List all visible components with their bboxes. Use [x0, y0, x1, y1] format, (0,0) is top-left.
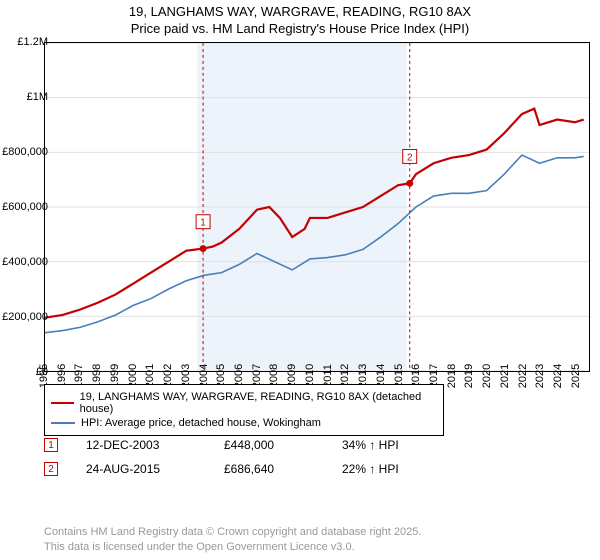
y-tick-label: £800,000 [2, 146, 48, 158]
y-tick-label: £600,000 [2, 201, 48, 213]
y-tick-label: £1.2M [17, 36, 48, 48]
svg-text:2: 2 [407, 152, 413, 163]
legend: 19, LANGHAMS WAY, WARGRAVE, READING, RG1… [44, 384, 444, 436]
footer-line-2: This data is licensed under the Open Gov… [44, 540, 421, 554]
footer: Contains HM Land Registry data © Crown c… [44, 525, 421, 554]
sale-delta: 34% ↑ HPI [342, 438, 399, 452]
sale-date: 24-AUG-2015 [86, 462, 196, 476]
x-tick-label: 2024 [552, 364, 564, 388]
x-tick-label: 2023 [534, 364, 546, 388]
x-tick-label: 2025 [570, 364, 582, 388]
price-chart: 12 [44, 42, 590, 372]
legend-label-2: HPI: Average price, detached house, Woki… [81, 417, 321, 429]
x-tick-label: 2019 [463, 364, 475, 388]
sale-row: 1 12-DEC-2003 £448,000 34% ↑ HPI [44, 438, 399, 452]
y-tick-label: £200,000 [2, 311, 48, 323]
legend-swatch-2 [51, 422, 75, 424]
sale-price: £448,000 [224, 438, 314, 452]
x-tick-label: 2018 [446, 364, 458, 388]
y-tick-label: £1M [27, 91, 48, 103]
x-tick-label: 2021 [499, 364, 511, 388]
page-title: 19, LANGHAMS WAY, WARGRAVE, READING, RG1… [0, 4, 600, 21]
x-tick-label: 2022 [517, 364, 529, 388]
legend-swatch-1 [51, 402, 74, 405]
sale-row: 2 24-AUG-2015 £686,640 22% ↑ HPI [44, 462, 399, 476]
sale-delta: 22% ↑ HPI [342, 462, 399, 476]
x-tick-label: 2020 [481, 364, 493, 388]
sale-marker: 1 [44, 438, 58, 452]
footer-line-1: Contains HM Land Registry data © Crown c… [44, 525, 421, 539]
sale-price: £686,640 [224, 462, 314, 476]
legend-label-1: 19, LANGHAMS WAY, WARGRAVE, READING, RG1… [80, 391, 437, 415]
page-subtitle: Price paid vs. HM Land Registry's House … [0, 21, 600, 38]
y-tick-label: £400,000 [2, 256, 48, 268]
sale-date: 12-DEC-2003 [86, 438, 196, 452]
svg-text:1: 1 [200, 218, 206, 229]
sale-marker: 2 [44, 462, 58, 476]
